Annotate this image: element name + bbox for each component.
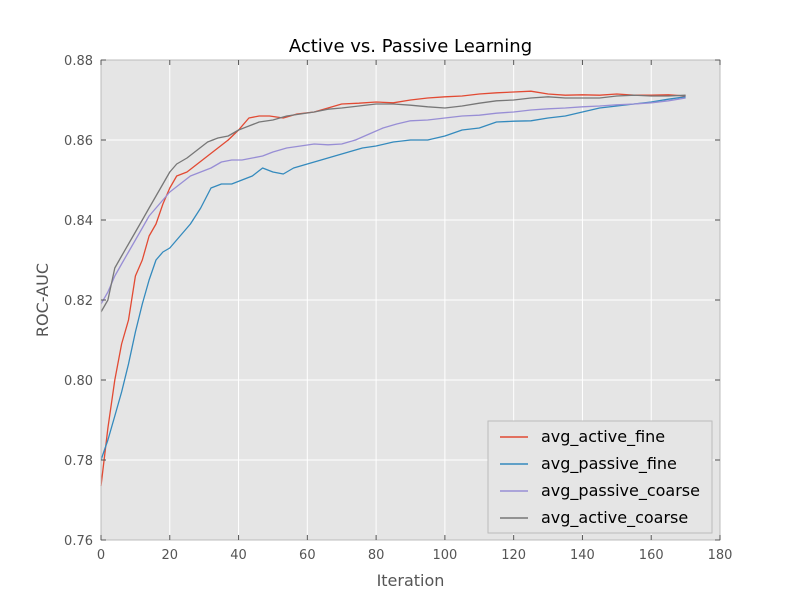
legend-label: avg_active_fine <box>541 427 665 447</box>
x-tick-label: 140 <box>570 548 595 563</box>
x-tick-label: 0 <box>97 548 105 563</box>
y-tick-label: 0.84 <box>64 214 93 229</box>
x-tick-label: 180 <box>708 548 733 563</box>
series-lines <box>100 90 686 487</box>
legend-box <box>487 420 713 534</box>
y-tick-label: 0.78 <box>64 454 93 469</box>
series-line-avg-active-coarse <box>100 94 686 313</box>
series-line-avg-passive-coarse <box>100 97 686 305</box>
y-axis-label: ROC-AUC <box>33 263 52 337</box>
x-axis-label: Iteration <box>377 571 445 590</box>
x-tick-label: 40 <box>230 548 247 563</box>
legend-label: avg_passive_coarse <box>541 481 700 501</box>
y-tick-label: 0.80 <box>64 374 93 389</box>
y-tick-label: 0.82 <box>64 294 93 309</box>
legend: avg_active_fine avg_passive_fine avg_passi… <box>487 420 713 534</box>
x-tick-label: 120 <box>501 548 526 563</box>
x-tick-label: 60 <box>299 548 316 563</box>
legend-label: avg_active_coarse <box>541 508 688 528</box>
y-tick-label: 0.88 <box>64 54 93 69</box>
x-tick-label: 20 <box>162 548 179 563</box>
series-line-avg-passive-fine <box>100 96 686 461</box>
y-tick-label: 0.86 <box>64 134 93 149</box>
x-tick-label: 100 <box>432 548 457 563</box>
axis-ticks: 0 20 40 60 80 100 120 140 160 180 0.76 0.78 0.80 0.82… <box>64 54 732 563</box>
chart-title: Active vs. Passive Learning <box>289 36 532 57</box>
y-tick-label: 0.76 <box>64 534 93 549</box>
legend-label: avg_passive_fine <box>541 454 677 474</box>
x-tick-label: 80 <box>368 548 385 563</box>
x-tick-label: 160 <box>639 548 664 563</box>
